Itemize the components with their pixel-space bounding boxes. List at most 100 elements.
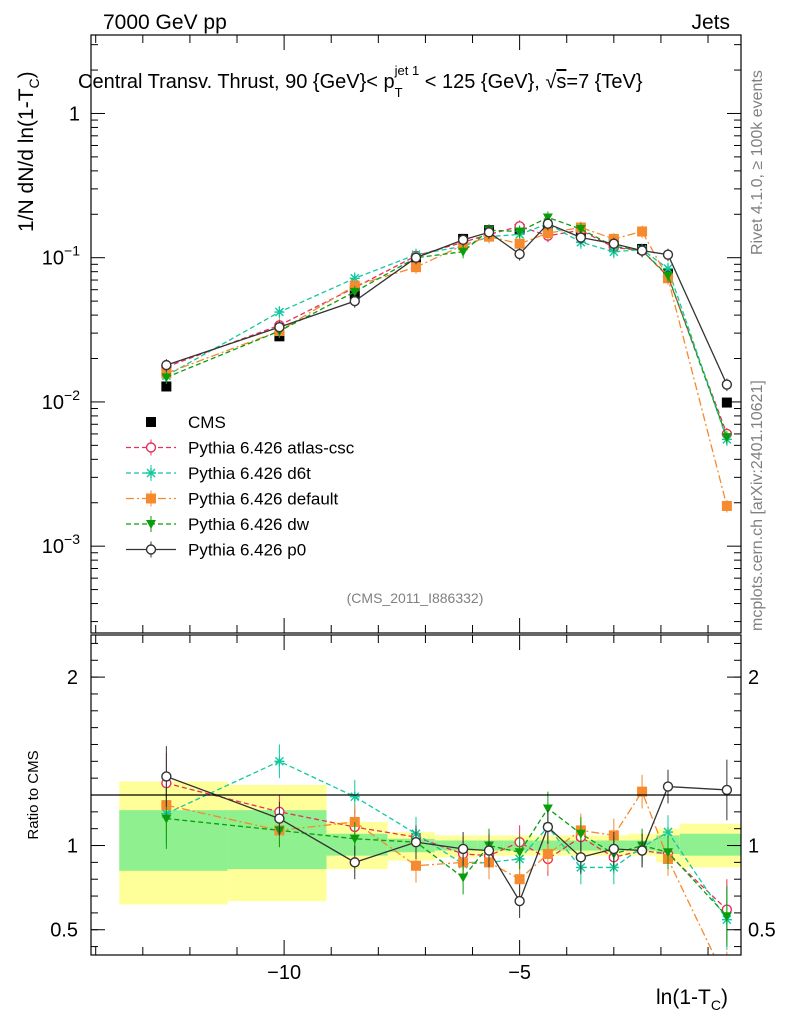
point-4-0 (161, 373, 172, 383)
point-5-2 (349, 295, 360, 307)
title-part-1: Central Transv. Thrust, 90 {GeV}< p (78, 71, 395, 93)
ratio-y-tick-label-right-1: 1 (748, 836, 759, 858)
y-tick-label-3: 10−3 (42, 531, 80, 558)
main-panel-frame (90, 34, 742, 634)
ratio-y-tick-label-0: 0.5 (50, 920, 78, 942)
point-3-12 (721, 500, 732, 511)
point-4-8 (575, 225, 586, 235)
legend-marker (146, 468, 156, 478)
series-5 (161, 217, 733, 392)
mcplots-label: mcplots.cern.ch [arXiv:2401.10621] (749, 380, 766, 631)
point-0-0 (161, 381, 172, 392)
legend-marker (146, 493, 156, 504)
point-2-11 (662, 263, 673, 274)
x-tick-label-0: −10 (267, 962, 301, 984)
point-2-1 (274, 307, 285, 318)
point-3-7 (542, 228, 553, 239)
ratio-point-4-0 (161, 771, 172, 782)
ratio-point-3-0 (161, 814, 172, 824)
point-5-5 (483, 227, 495, 238)
legend-marker (145, 544, 157, 555)
ratio-point-1-11 (662, 827, 673, 838)
ratio-point-4-12 (721, 784, 733, 796)
ratio-y-tick-label-1: 1 (67, 836, 78, 858)
ratio-point-3-6 (514, 848, 525, 858)
y-tick-label-0: 1 (69, 103, 80, 125)
point-5-0 (161, 359, 172, 371)
point-5-1 (274, 321, 285, 333)
y-tick-label-2: 10−2 (42, 387, 80, 414)
band-inner-12 (679, 833, 741, 856)
y-tick-label-1: 10−1 (42, 243, 80, 270)
point-5-11 (662, 249, 674, 260)
ratio-point-3-4 (458, 873, 469, 883)
point-3-10 (637, 226, 648, 237)
title-sqrt-arg: s (556, 71, 566, 93)
title-sub-t: T (395, 85, 403, 100)
rivet-version-label: Rivet 4.1.0, ≥ 100k events (749, 70, 766, 255)
ratio-point-4-2 (349, 857, 360, 868)
legend-label: Pythia 6.426 d6t (188, 464, 311, 483)
ratio-point-4-8 (575, 852, 587, 863)
x-axis-label: ln(1-TC) (656, 986, 728, 1013)
ratio-point-1-1 (274, 756, 285, 767)
title-part-2: < 125 {GeV}, (419, 71, 545, 93)
band-inner-4 (434, 840, 478, 851)
analysis-id: (CMS_2011_I886332) (347, 590, 484, 606)
ratio-y-tick-label-right-0: 0.5 (748, 920, 776, 942)
point-4-2 (349, 287, 360, 297)
legend-item-3: Pythia 6.426 default (126, 490, 339, 509)
title-sup-jet: jet 1 (394, 63, 420, 78)
point-5-4 (457, 234, 469, 246)
ratio-y-tick-label-2: 2 (67, 667, 78, 689)
legend-label: Pythia 6.426 p0 (188, 541, 306, 560)
point-4-12 (721, 433, 732, 443)
point-2-2 (349, 273, 360, 284)
ratio-point-4-10 (636, 845, 648, 856)
legend-item-4: Pythia 6.426 dw (126, 515, 310, 534)
ratio-point-2-7 (542, 848, 553, 859)
axes-ticks: 1 10−1 10−2 10−3 0.5 0.5 1 1 2 2 −10 −5 (42, 35, 776, 984)
legend-label: CMS (188, 413, 226, 432)
ratio-point-3-7 (542, 804, 553, 814)
ratio-point-4-3 (410, 836, 422, 848)
ratio-point-1-2 (349, 791, 360, 802)
legend-label: Pythia 6.426 default (188, 490, 339, 509)
point-4-6 (514, 227, 525, 237)
category-label: Jets (691, 11, 730, 34)
ratio-point-4-4 (457, 843, 469, 855)
main-y-axis-label: 1/N dN/d ln(1-TC) (15, 71, 42, 232)
band-inner-0 (119, 810, 228, 871)
point-5-7 (542, 218, 554, 229)
point-5-12 (721, 379, 733, 390)
legend-label: Pythia 6.426 dw (188, 515, 310, 534)
ratio-point-4-5 (483, 845, 495, 856)
ratio-point-4-7 (542, 821, 554, 833)
ratio-y-tick-label-right-2: 2 (748, 667, 759, 689)
legend-marker (146, 417, 156, 427)
band-inner-2 (326, 833, 388, 856)
legend-marker (145, 442, 157, 453)
series-line-2 (166, 223, 728, 440)
ratio-point-3-8 (575, 829, 586, 839)
ratio-point-3-11 (662, 848, 673, 858)
ratio-point-3-12 (721, 912, 732, 922)
x-tick-label-1: −5 (508, 962, 531, 984)
ratio-point-2-6 (514, 874, 525, 885)
band-inner-3 (387, 838, 435, 853)
title-part-3: =7 {TeV} (566, 71, 643, 93)
point-4-4 (458, 247, 469, 257)
ratio-point-2-10 (637, 786, 648, 797)
plot-title: Central Transv. Thrust, 90 {GeV}< pTjet … (78, 63, 643, 100)
legend-item-1: Pythia 6.426 atlas-csc (126, 439, 355, 458)
ratio-y-axis-label: Ratio to CMS (25, 750, 42, 839)
legend-marker (146, 520, 156, 529)
legend-label: Pythia 6.426 atlas-csc (188, 439, 355, 458)
point-4-11 (662, 271, 673, 281)
point-3-6 (514, 238, 525, 249)
point-3-3 (411, 262, 421, 273)
point-5-3 (410, 252, 422, 263)
title-sqrt: √ (545, 71, 556, 93)
legend-item-5: Pythia 6.426 p0 (126, 541, 306, 560)
